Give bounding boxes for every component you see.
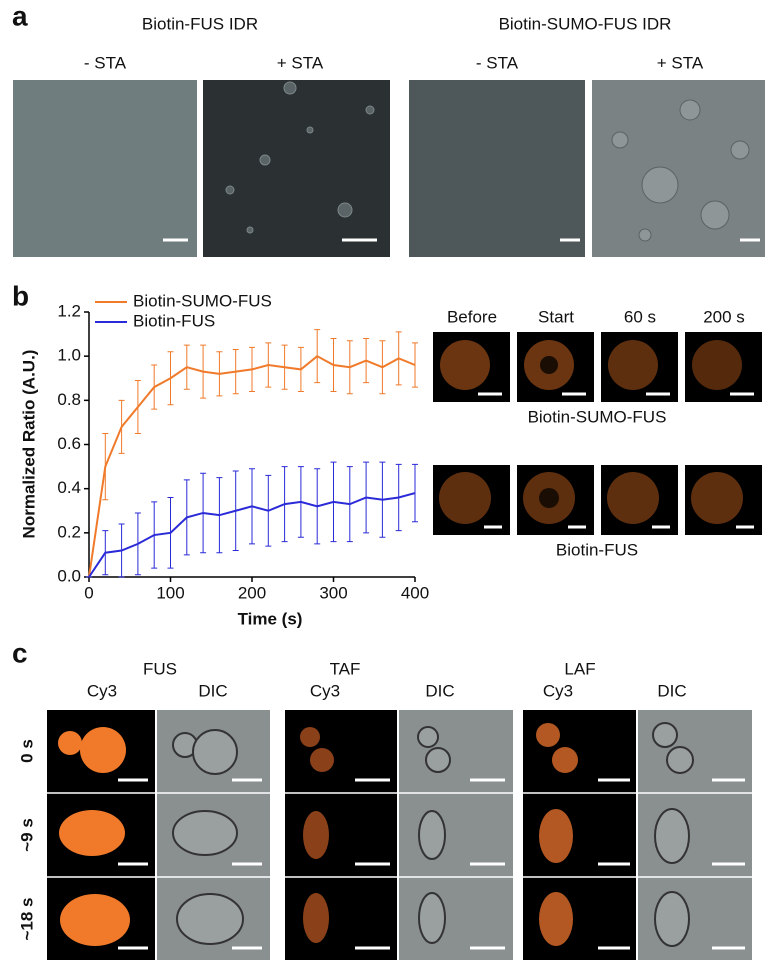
panel-label: b (12, 280, 29, 311)
legend-label: Biotin-SUMO-FUS (133, 291, 272, 310)
time-lapse-images (47, 710, 752, 960)
panel-label: a (12, 0, 28, 31)
channel: DIC (198, 681, 227, 700)
x-tick-label: 400 (401, 583, 429, 602)
legend-label: Biotin-FUS (133, 311, 215, 330)
x-tick-label: 300 (319, 583, 347, 602)
condition: + STA (657, 53, 704, 72)
timepoint: Before (447, 307, 497, 326)
group-title: Biotin-SUMO-FUS IDR (499, 14, 672, 33)
y-tick-label: 0.2 (57, 522, 81, 541)
channel: DIC (657, 681, 686, 700)
condition: - STA (476, 53, 519, 72)
channel: Cy3 (543, 681, 573, 700)
channel: Cy3 (87, 681, 117, 700)
y-tick-label: 1.2 (57, 301, 81, 320)
time-label: ~9 s (17, 818, 36, 852)
group-title: LAF (564, 659, 595, 678)
series-line (88, 492, 416, 578)
row-label: Biotin-SUMO-FUS (528, 407, 667, 426)
channel: DIC (425, 681, 454, 700)
timepoint: 200 s (703, 307, 745, 326)
condition: - STA (84, 53, 127, 72)
x-tick-label: 0 (84, 583, 93, 602)
x-axis-label: Time (s) (238, 609, 303, 628)
time-label: 0 s (17, 739, 36, 763)
frap-images (433, 332, 762, 535)
x-tick-label: 200 (238, 583, 266, 602)
channel: Cy3 (310, 681, 340, 700)
micrographs (13, 80, 765, 257)
time-label: ~18 s (17, 897, 36, 940)
y-tick-label: 0.8 (57, 390, 81, 409)
y-tick-label: 0.6 (57, 434, 81, 453)
plot: 0.0 0.2 0.4 0.6 0.8 1.0 1.2 0 100 200 300 400 Biotin… (57, 291, 429, 602)
group-title: FUS (143, 659, 177, 678)
timepoint: Start (538, 307, 574, 326)
series-line (88, 354, 416, 578)
group-title: TAF (330, 659, 361, 678)
y-tick-label: 1.0 (57, 346, 81, 365)
group-title: Biotin-FUS IDR (142, 14, 258, 33)
y-tick-label: 0.4 (57, 478, 81, 497)
timepoint: 60 s (624, 307, 656, 326)
condition: + STA (277, 53, 324, 72)
row-label: Biotin-FUS (556, 540, 638, 559)
y-tick-label: 0.0 (57, 566, 81, 585)
panel-label: c (12, 637, 28, 668)
x-tick-label: 100 (156, 583, 184, 602)
y-axis-label: Normalized Ratio (A.U.) (19, 350, 38, 539)
